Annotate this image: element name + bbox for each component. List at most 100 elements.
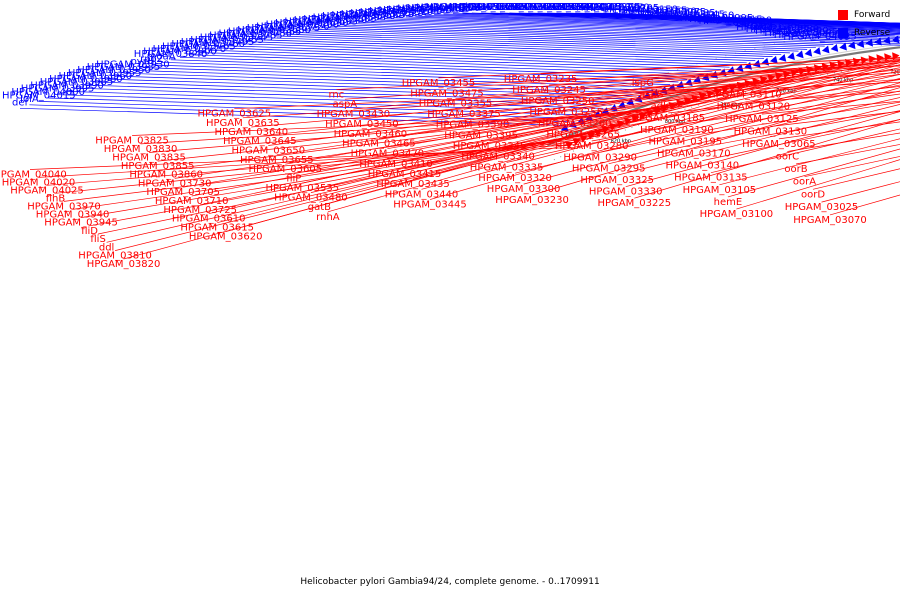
reverse-gene-label: HPGAM_04035 xyxy=(783,31,857,42)
reverse-gene-label: HPGAM_03995 xyxy=(21,84,95,95)
forward-gene-label: HPGAM_03140 xyxy=(666,161,740,172)
reverse-gene-label: HPGAM_03525 xyxy=(350,8,424,19)
reverse-gene-leader xyxy=(754,29,900,36)
forward-gene-label: ddl xyxy=(99,242,114,253)
forward-gene-leader xyxy=(693,110,900,150)
reverse-gene-leader xyxy=(716,23,900,31)
forward-gene-label: HPGAM_04025 xyxy=(10,185,84,196)
forward-gene-leader xyxy=(676,93,900,126)
forward-gene-leader xyxy=(251,82,766,128)
reverse-gene-label: HPGAM_03495 xyxy=(379,5,453,16)
reverse-gene-leader xyxy=(227,45,747,64)
forward-gene-leader xyxy=(668,86,900,114)
forward-gene-label: HPGAM_03135 xyxy=(674,173,748,184)
forward-gene-label: HPGAM_03170 xyxy=(657,149,731,160)
forward-gene-label: gatB xyxy=(308,202,331,213)
forward-gene-label: HPGAM_03070 xyxy=(793,215,867,226)
forward-gene-leader xyxy=(804,156,900,178)
reverse-gene-label: HPGAM_03600 xyxy=(463,2,537,13)
reverse-gene-arrow xyxy=(735,64,744,72)
reverse-gene-leader xyxy=(631,14,900,25)
reverse-swatch xyxy=(838,28,848,38)
forward-gene-leader xyxy=(651,72,900,90)
forward-gene-label: HPGAM_03435 xyxy=(376,179,450,190)
reverse-gene-label: HPGAM_03675 xyxy=(247,23,321,34)
forward-gene-label: oorC xyxy=(776,152,799,163)
forward-gene-label: HPGAM_03280 xyxy=(555,141,629,152)
reverse-gene-leader xyxy=(142,67,671,85)
forward-gene-label: HPGAM_03610 xyxy=(172,214,246,225)
forward-gene-label: HPGAM_03325 xyxy=(580,175,654,186)
forward-gene-leader xyxy=(600,90,900,153)
forward-gene-leader xyxy=(761,100,900,115)
forward-gene-label: HPGAM_03465 xyxy=(342,139,416,150)
reverse-gene-label: HPGAM_03205 xyxy=(586,3,660,14)
reverse-gene-leader xyxy=(669,17,900,27)
forward-gene-label: hemE xyxy=(714,197,743,208)
forward-gene-label: fliS xyxy=(90,234,105,245)
reverse-gene-label: HPGAM_03690 xyxy=(275,18,349,29)
reverse-gene-label: HPGAM_03370 xyxy=(520,2,594,13)
reverse-gene-leader xyxy=(641,15,900,25)
forward-gene-arrow xyxy=(892,52,900,61)
forward-gene-label: HPGAM_03615 xyxy=(180,223,254,234)
forward-gene-label: oorB xyxy=(784,164,807,175)
forward-gene-label: HPGAM_03110 xyxy=(708,89,782,100)
reverse-gene-arrow xyxy=(848,41,856,50)
forward-gene-label: HPGAM_03470 xyxy=(351,149,425,160)
forward-gene-label: HPGAM_03255 xyxy=(529,107,603,118)
reverse-gene-label: HPGAM_03080 xyxy=(623,6,697,17)
forward-gene-leader xyxy=(727,148,900,198)
forward-gene-leader xyxy=(319,69,827,203)
reverse-gene-label: HPGAM_03930 xyxy=(96,59,170,70)
forward-gene-label: HPGAM_03450 xyxy=(325,119,399,130)
reverse-gene-leader xyxy=(264,37,782,56)
forward-gene-leader xyxy=(89,126,623,227)
reverse-gene-label: HPGAM_03585 xyxy=(331,10,405,21)
reverse-gene-label: dapF xyxy=(751,20,776,31)
reverse-gene-leader xyxy=(170,59,696,78)
reverse-gene-label: HPGAM_03015 xyxy=(689,14,763,25)
reverse-gene-label: HPGAM_03980 xyxy=(49,74,123,85)
reverse-gene-leader xyxy=(151,64,679,83)
reverse-gene-label: HPGAM_02980 xyxy=(746,24,820,35)
reverse-gene-arrow xyxy=(761,57,770,66)
reverse-gene-arrow xyxy=(795,50,804,59)
reverse-gene-label: HPGAM_03590 xyxy=(322,11,396,22)
reverse-gene-label: HPGAM_03490 xyxy=(388,4,462,15)
reverse-gene-label: HPGAM_03285 xyxy=(491,2,565,13)
reverse-gene-leader xyxy=(95,81,629,100)
forward-gene-leader xyxy=(557,64,900,97)
forward-gene-leader xyxy=(642,65,900,79)
forward-gene-leader xyxy=(566,69,900,108)
scale-label: 760 kbp xyxy=(776,89,796,95)
reverse-gene-label: HPGAM_02965 xyxy=(736,22,810,33)
reverse-gene-leader xyxy=(179,56,704,75)
forward-gene-leader xyxy=(472,62,900,121)
reverse-gene-leader xyxy=(292,32,808,50)
forward-gene-label: HPGAM_03440 xyxy=(385,189,459,200)
forward-gene-leader xyxy=(98,123,630,235)
legend-reverse-label: Reverse xyxy=(854,28,891,38)
forward-gene-leader xyxy=(574,73,900,119)
forward-gene-label: HPGAM_03825 xyxy=(95,136,169,147)
reverse-gene-leader xyxy=(339,24,851,43)
forward-gene-label: HPGAM_03625 xyxy=(198,109,272,120)
reverse-gene-leader xyxy=(114,75,645,94)
reverse-gene-leader xyxy=(810,40,900,44)
forward-gene-label: HPGAM_03295 xyxy=(572,164,646,175)
reverse-gene-label: HPGAM_03840 xyxy=(134,49,208,60)
forward-gene-leader xyxy=(829,194,900,216)
forward-gene-leader xyxy=(787,132,900,152)
forward-gene-leader xyxy=(583,79,900,131)
reverse-gene-label: HPGAM_04015 xyxy=(2,90,76,101)
forward-gene-label: HPGAM_03705 xyxy=(146,187,220,198)
forward-gene-label: HPGAM_03645 xyxy=(223,136,297,147)
reverse-gene-leader xyxy=(358,21,869,40)
reverse-gene-label: pyrH xyxy=(130,57,154,68)
forward-gene-leader xyxy=(506,74,900,163)
reverse-gene-label: HPGAM_02995 xyxy=(680,13,754,24)
reverse-gene-label: HPGAM_03400 xyxy=(529,2,603,13)
reverse-gene-leader xyxy=(245,41,764,59)
reverse-gene-label: HPGAM_03760 xyxy=(171,39,245,50)
